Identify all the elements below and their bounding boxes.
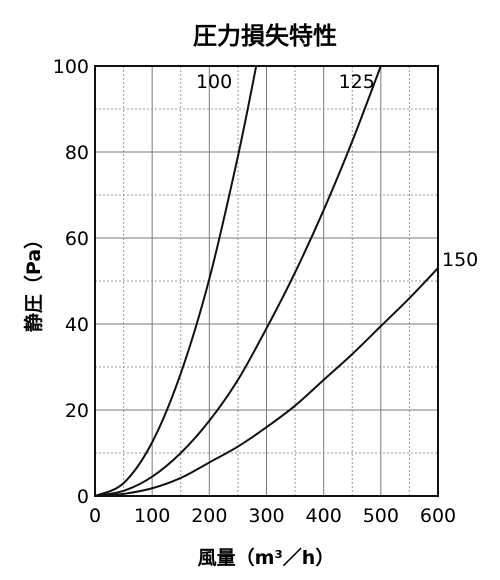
y-tick-label: 100 [53,56,89,78]
x-tick-label: 200 [191,505,227,527]
x-tick-label: 0 [89,505,101,527]
chart-title: 圧力損失特性 [193,22,337,50]
curves [94,65,439,497]
x-tick-label: 300 [248,505,284,527]
series-label-150: 150 [442,249,478,271]
plot-frame [94,65,439,497]
x-tick-label: 400 [306,505,342,527]
grid [95,66,438,496]
y-axis-ticks: 0 20 40 60 80 100 [53,56,89,508]
x-axis-label: 風量（m³／h） [198,546,335,569]
x-tick-label: 100 [134,505,170,527]
series-label-125: 125 [339,71,375,93]
series-line-150 [94,267,439,497]
y-tick-label: 40 [65,314,89,336]
series-line-100 [94,65,258,497]
series-label-100: 100 [196,71,232,93]
series-line-125 [94,65,382,497]
x-tick-label: 500 [363,505,399,527]
x-axis-ticks: 0 100 200 300 400 500 600 [89,505,456,527]
y-tick-label: 60 [65,228,89,250]
y-tick-label: 80 [65,142,89,164]
y-axis-label: 静圧（Pa） [22,230,45,332]
curve-labels: 100 125 150 [196,71,478,271]
x-tick-label: 600 [420,505,456,527]
y-tick-label: 20 [65,400,89,422]
y-tick-label: 0 [77,486,89,508]
